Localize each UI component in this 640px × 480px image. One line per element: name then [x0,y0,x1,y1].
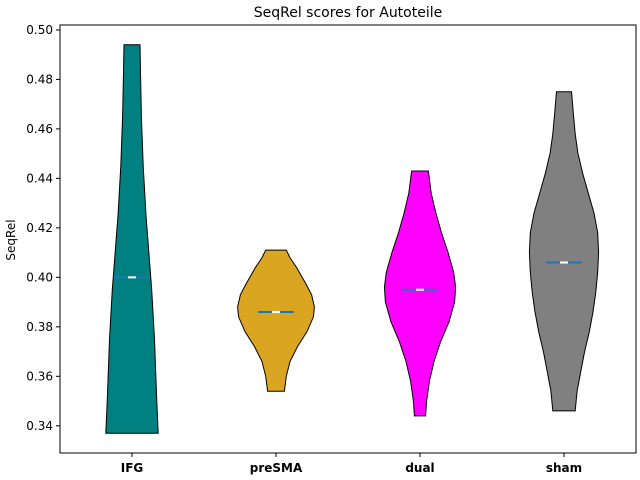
plot-frame [59,24,637,454]
y-axis-ticks: 0.34 0.36 0.38 0.40 0.42 0.44 0.46 0.48 0.50 [26,23,60,433]
y-tick-label: 0.44 [26,171,53,185]
violin-dual [383,170,457,417]
y-axis-label: SeqRel [4,219,18,260]
chart-title: SeqRel scores for Autoteile [254,5,443,21]
x-tick-label-IFG: IFG [121,461,144,475]
y-tick-label: 0.50 [26,23,53,37]
x-tick-label-sham: sham [546,461,582,475]
y-tick-label: 0.34 [26,419,53,433]
violin-sham [528,91,600,412]
y-tick-label: 0.38 [26,320,53,334]
y-tick-label: 0.36 [26,369,53,383]
x-axis-ticks: IFG preSMA dual sham [121,453,582,475]
y-tick-label: 0.48 [26,72,53,86]
y-tick-label: 0.46 [26,122,53,136]
y-tick-label: 0.40 [26,270,53,284]
violins-group [105,44,600,434]
violin-IFG [105,44,159,434]
x-tick-label-dual: dual [405,461,434,475]
y-tick-label: 0.42 [26,221,53,235]
x-tick-label-preSMA: preSMA [250,461,303,475]
violin-preSMA [237,249,315,392]
